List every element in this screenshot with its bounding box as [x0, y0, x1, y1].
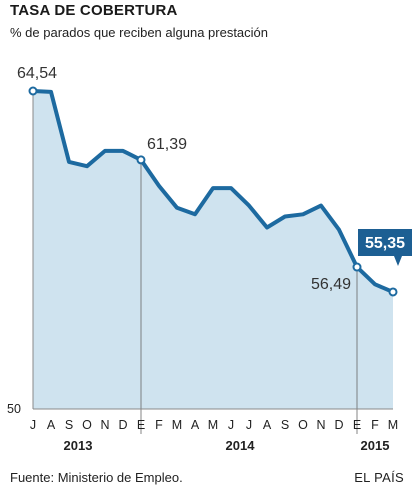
data-point-marker: [136, 155, 146, 165]
x-tick-label: E: [137, 418, 145, 432]
callout-box: [358, 228, 412, 266]
data-point-marker: [28, 86, 38, 96]
value-annotation: 64,54: [17, 65, 57, 82]
data-point-marker: [388, 287, 398, 297]
x-tick-label: F: [371, 418, 379, 432]
year-label: 2014: [226, 438, 256, 453]
x-tick-label: A: [191, 418, 200, 432]
value-annotation: 56,49: [311, 276, 351, 293]
x-tick-label: J: [228, 418, 234, 432]
area-fill: [33, 91, 393, 409]
chart-title: TASA DE COBERTURA: [10, 2, 178, 19]
x-tick-label: A: [47, 418, 56, 432]
x-tick-label: M: [208, 418, 218, 432]
x-tick-label: D: [118, 418, 127, 432]
x-tick-label: O: [82, 418, 92, 432]
x-tick-label: F: [155, 418, 163, 432]
x-tick-label: S: [281, 418, 289, 432]
value-annotation: 61,39: [147, 136, 187, 153]
x-tick-label: J: [246, 418, 252, 432]
x-tick-label: A: [263, 418, 272, 432]
x-tick-label: N: [316, 418, 325, 432]
x-tick-label: O: [298, 418, 308, 432]
x-tick-label: E: [353, 418, 361, 432]
callout-value-label: 55,35: [365, 235, 405, 252]
value-callout: 55,35: [358, 228, 412, 297]
year-label: 2015: [361, 438, 390, 453]
chart-subtitle: % de parados que reciben alguna prestaci…: [10, 25, 269, 40]
x-tick-label: N: [100, 418, 109, 432]
year-label: 2013: [64, 438, 93, 453]
x-tick-label: M: [388, 418, 398, 432]
x-tick-label: D: [334, 418, 343, 432]
x-tick-label: S: [65, 418, 73, 432]
data-point-marker: [352, 262, 362, 272]
source-note: Fuente: Ministerio de Empleo.: [10, 470, 183, 485]
x-tick-label: M: [172, 418, 182, 432]
y-tick-label: 50: [7, 402, 21, 416]
publisher-logo: EL PAÍS: [354, 470, 404, 485]
series-line: [31, 89, 395, 294]
x-tick-label: J: [30, 418, 36, 432]
